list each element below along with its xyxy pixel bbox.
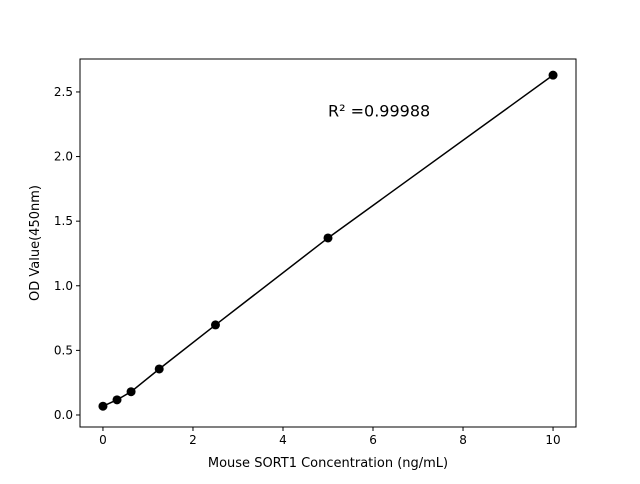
x-tick-label: 4: [279, 433, 287, 447]
y-tick-label: 0.5: [54, 343, 73, 357]
data-point: [210, 320, 220, 330]
y-tick-label: 0.0: [54, 408, 73, 422]
data-point: [548, 70, 558, 80]
y-tick-label: 1.5: [54, 214, 73, 228]
x-tick-label: 6: [369, 433, 377, 447]
y-tick-label: 1.0: [54, 279, 73, 293]
x-tick-label: 8: [459, 433, 467, 447]
r-squared-annotation: R² =0.99988: [328, 101, 430, 120]
x-tick-label: 0: [99, 433, 107, 447]
data-point: [98, 401, 108, 411]
data-point: [112, 395, 122, 405]
data-point: [154, 364, 164, 374]
x-tick-label: 10: [545, 433, 560, 447]
x-tick-label: 2: [189, 433, 197, 447]
data-point: [126, 387, 136, 397]
data-point: [323, 233, 333, 243]
y-tick-label: 2.5: [54, 85, 73, 99]
y-axis-label: OD Value(450nm): [28, 185, 43, 301]
y-tick-label: 2.0: [54, 150, 73, 164]
x-axis-label: Mouse SORT1 Concentration (ng/mL): [208, 456, 448, 471]
plot-frame: [79, 58, 577, 428]
